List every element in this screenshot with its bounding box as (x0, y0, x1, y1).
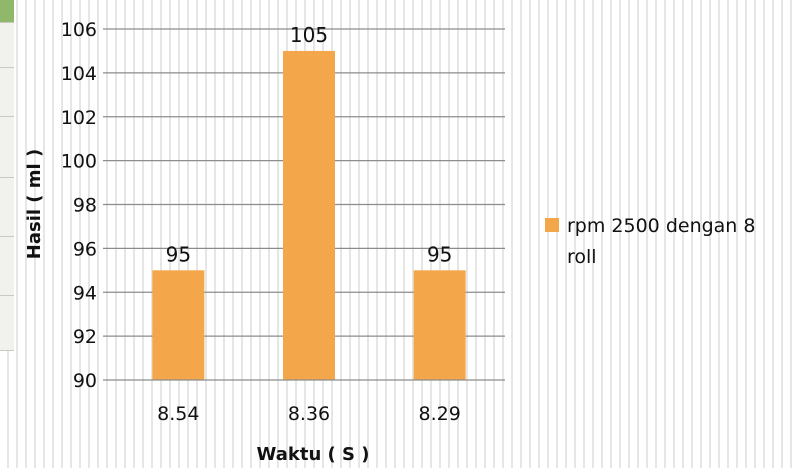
y-tick-label: 104 (61, 63, 97, 85)
y-tick-label: 96 (73, 238, 97, 260)
slide-edge-cell (0, 237, 14, 296)
x-tick-label: 8.29 (419, 403, 461, 425)
data-label: 95 (166, 242, 191, 266)
slide-edge-cell (0, 117, 14, 178)
bars (152, 50, 466, 380)
y-tick-label: 106 (61, 19, 97, 41)
slide-edge-decoration (0, 0, 14, 351)
x-tick-label: 8.54 (157, 403, 199, 425)
slide-edge-cell (0, 296, 14, 351)
x-axis-ticks: 8.54 8.36 8.29 (157, 403, 461, 425)
y-tick-label: 92 (73, 326, 97, 348)
bar (283, 50, 335, 380)
data-label: 105 (290, 23, 328, 47)
slide-edge-cell (0, 178, 14, 237)
bar (413, 270, 466, 380)
legend: rpm 2500 dengan 8 roll (545, 215, 755, 268)
slide-edge-cell (0, 23, 14, 68)
data-labels: 95 105 95 (166, 23, 453, 266)
legend-swatch (545, 218, 559, 232)
slide-edge-cell (0, 68, 14, 117)
data-label: 95 (427, 242, 452, 266)
x-axis-label: Waktu ( S ) (257, 444, 370, 465)
y-axis-label: Hasil ( ml ) (24, 149, 45, 259)
y-tick-label: 98 (73, 195, 97, 217)
legend-label-line1: rpm 2500 dengan 8 (567, 215, 755, 237)
legend-label-line2: roll (567, 246, 597, 268)
x-tick-label: 8.36 (288, 403, 330, 425)
y-axis-ticks: 90 92 94 96 98 100 102 104 106 (61, 19, 97, 392)
y-tick-label: 102 (61, 107, 97, 129)
y-tick-label: 94 (73, 282, 97, 304)
slide-edge-accent (0, 0, 14, 23)
bar (152, 270, 205, 380)
y-tick-label: 90 (73, 370, 97, 392)
y-tick-label: 100 (61, 151, 97, 173)
